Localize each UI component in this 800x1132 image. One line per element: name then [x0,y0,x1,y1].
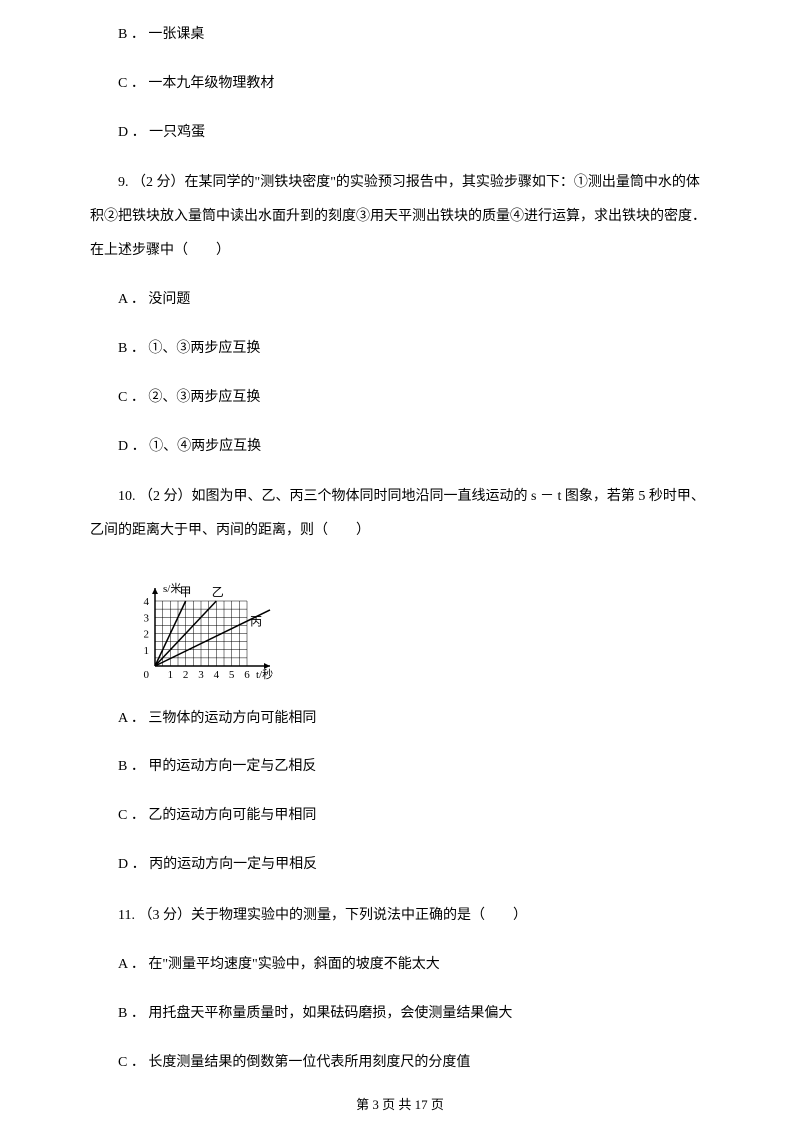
option-item: C ． 长度测量结果的倒数第一位代表所用刻度尺的分度值 [90,1048,710,1079]
option-text: 用托盘天平称量质量时，如果砝码磨损，会使测量结果偏大 [148,1006,512,1021]
question-text: 关于物理实验中的测量，下列说法中正确的是（ ） [191,908,527,923]
svg-text:0: 0 [144,669,150,681]
option-text: 没问题 [148,292,190,307]
svg-text:1: 1 [144,644,150,656]
svg-text:2: 2 [183,669,189,681]
option-item: A ． 没问题 [90,285,710,316]
option-label: C [118,76,127,91]
option-item: B ． 用托盘天平称量质量时，如果砝码磨损，会使测量结果偏大 [90,999,710,1030]
option-label: D [118,125,128,140]
question-10: 10. （2 分）如图为甲、乙、丙三个物体同时同地沿同一直线运动的 s － t … [90,480,710,547]
svg-text:丙: 丙 [250,614,262,628]
option-item: B ． ①、③两步应互换 [90,334,710,365]
svg-text:5: 5 [229,669,235,681]
page-footer: 第 3 页 共 17 页 [0,1091,800,1120]
option-text: 一只鸡蛋 [149,125,205,140]
option-text: 一本九年级物理教材 [148,76,274,91]
question-11: 11. （3 分）关于物理实验中的测量，下列说法中正确的是（ ） [90,899,710,933]
option-text: ①、③两步应互换 [148,341,260,356]
option-label: B [118,341,127,356]
svg-text:3: 3 [198,669,204,681]
option-text: 三物体的运动方向可能相同 [148,711,316,726]
question-points: （2 分） [136,489,192,504]
option-label: A [118,957,127,972]
svg-text:t/秒: t/秒 [256,667,273,681]
question-number: 10. [118,489,136,504]
option-label: C [118,808,127,823]
option-item: B ． 一张课桌 [90,20,710,51]
option-label: A [118,711,127,726]
option-label: C [118,390,127,405]
question-number: 11. [118,908,135,923]
question-number: 9. [118,175,129,190]
svg-text:4: 4 [214,669,220,681]
option-item: B ． 甲的运动方向一定与乙相反 [90,752,710,783]
option-item: C ． 一本九年级物理教材 [90,69,710,100]
option-label: A [118,292,127,307]
option-item: A ． 在"测量平均速度"实验中，斜面的坡度不能太大 [90,950,710,981]
option-label: B [118,759,127,774]
svg-text:6: 6 [244,669,250,681]
option-text: 一张课桌 [148,27,204,42]
option-text: 甲的运动方向一定与乙相反 [148,759,316,774]
option-label: D [118,439,128,454]
svg-text:乙: 乙 [212,585,224,599]
question-9: 9. （2 分）在某同学的"测铁块密度"的实验预习报告中，其实验步骤如下：①测出… [90,166,710,267]
option-label: B [118,1006,127,1021]
svg-text:4: 4 [144,596,150,608]
st-chart: 12345612340s/米t/秒甲乙丙 [130,566,710,686]
svg-text:2: 2 [144,628,150,640]
option-item: C ． ②、③两步应互换 [90,383,710,414]
svg-text:3: 3 [144,612,150,624]
option-text: ①、④两步应互换 [149,439,261,454]
option-text: 丙的运动方向一定与甲相反 [149,857,317,872]
option-item: A ． 三物体的运动方向可能相同 [90,704,710,735]
option-label: C [118,1055,127,1070]
svg-text:1: 1 [168,669,174,681]
option-label: D [118,857,128,872]
question-points: （2 分） [132,175,185,190]
option-item: D ． 丙的运动方向一定与甲相反 [90,850,710,881]
option-item: D ． 一只鸡蛋 [90,118,710,149]
option-label: B [118,27,127,42]
question-points: （3 分） [138,908,191,923]
option-item: D ． ①、④两步应互换 [90,432,710,463]
option-text: 在"测量平均速度"实验中，斜面的坡度不能太大 [148,957,439,972]
svg-text:甲: 甲 [180,585,192,599]
option-text: 长度测量结果的倒数第一位代表所用刻度尺的分度值 [148,1055,470,1070]
option-text: 乙的运动方向可能与甲相同 [148,808,316,823]
option-item: C ． 乙的运动方向可能与甲相同 [90,801,710,832]
option-text: ②、③两步应互换 [148,390,260,405]
